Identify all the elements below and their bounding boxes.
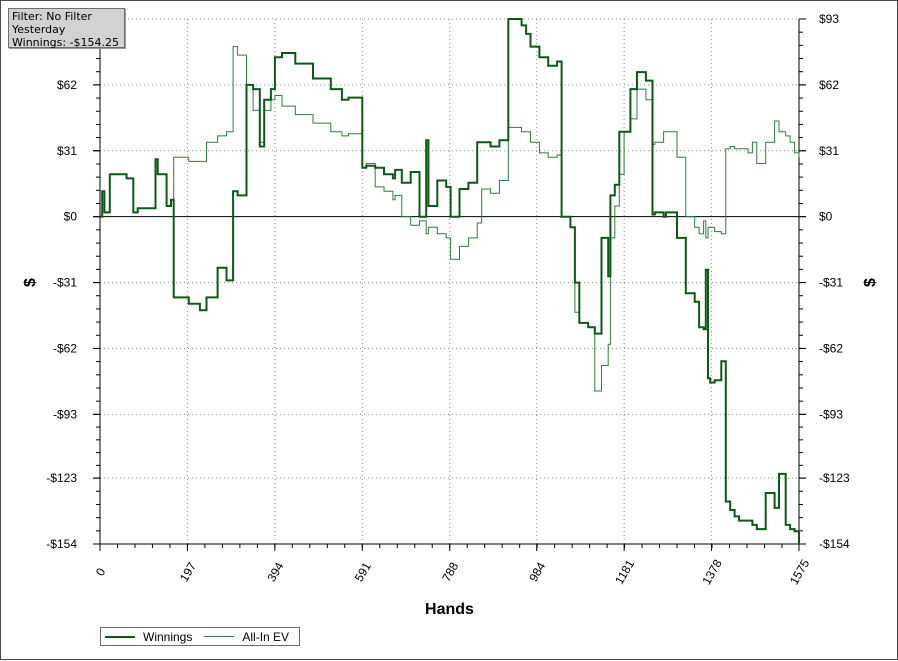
y-tick-label-right: -$31	[819, 276, 843, 290]
axis-ticks	[93, 18, 806, 551]
y-tick-label-right: -$154	[819, 537, 850, 551]
y-tick-label-left: $62	[57, 78, 77, 92]
series-lines	[100, 18, 800, 544]
legend-label-allin-ev: All-In EV	[242, 629, 290, 644]
grid	[100, 18, 799, 545]
series-line-allin-ev	[100, 46, 800, 392]
x-tick-label: 394	[264, 560, 286, 585]
y-tick-label-left: -$93	[53, 407, 77, 421]
y-tick-label-left: -$31	[53, 276, 77, 290]
y-axis-title-right: $	[862, 278, 879, 287]
filter-text: Filter: No Filter	[12, 10, 92, 23]
y-tick-label-right: -$123	[819, 471, 850, 485]
x-tick-label: 1575	[787, 557, 813, 587]
y-tick-label-left: $31	[57, 144, 77, 158]
x-tick-label: 591	[352, 560, 374, 585]
y-axis-title-left: $	[22, 278, 39, 287]
period-text: Yesterday	[12, 23, 66, 36]
legend-item-allin-ev: All-In EV	[204, 630, 289, 644]
legend-item-winnings: Winnings	[105, 630, 192, 644]
series-line-winnings	[100, 18, 800, 544]
x-axis-title: Hands	[425, 601, 474, 618]
winnings-text: Winnings: -$154.25	[12, 36, 120, 49]
y-tick-label-left: $0	[64, 210, 78, 224]
legend-label-winnings: Winnings	[143, 629, 193, 644]
x-tick-label: 788	[439, 560, 461, 585]
y-tick-label-right: $62	[819, 78, 839, 92]
y-tick-label-right: -$62	[819, 341, 843, 355]
y-tick-label-left: -$62	[53, 341, 77, 355]
y-tick-label-right: $0	[819, 210, 833, 224]
x-tick-label: 0	[93, 565, 109, 578]
x-tick-label: 1181	[612, 557, 637, 587]
legend-swatch-allin-ev	[204, 636, 235, 637]
y-tick-label-right: -$93	[819, 407, 843, 421]
y-tick-label-right: $93	[819, 12, 839, 26]
x-tick-label: 1378	[699, 557, 725, 587]
y-tick-label-right: $31	[819, 144, 839, 158]
x-tick-label: 984	[526, 560, 548, 585]
info-box: Filter: No Filter Yesterday Winnings: -$…	[8, 8, 125, 49]
legend: Winnings All-In EV	[100, 627, 300, 646]
legend-swatch-winnings	[105, 635, 135, 638]
y-tick-label-left: -$123	[46, 471, 77, 485]
x-tick-label: 197	[177, 560, 199, 585]
y-tick-label-left: -$154	[46, 537, 77, 551]
